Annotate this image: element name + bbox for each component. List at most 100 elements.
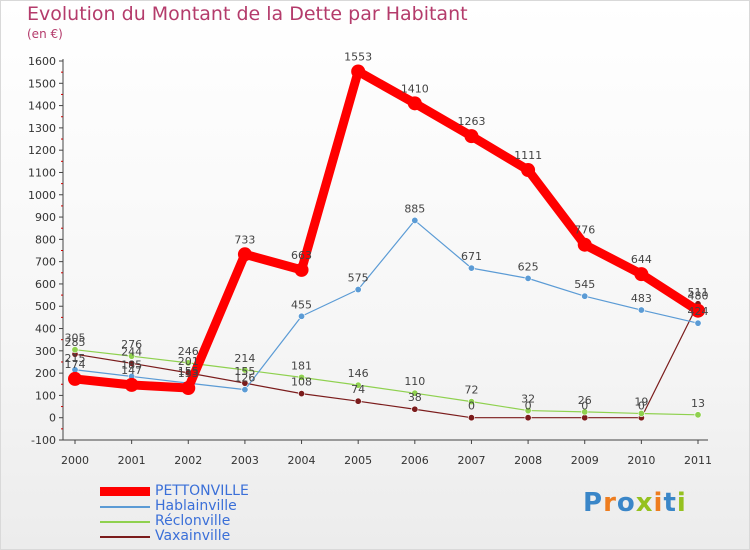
data-label: 644 xyxy=(631,253,652,266)
y-tick-label: 300 xyxy=(35,345,56,358)
x-tick-label: 2004 xyxy=(288,454,316,467)
data-label: 244 xyxy=(121,345,142,358)
logo-letter: r xyxy=(603,488,617,518)
data-label: 110 xyxy=(404,375,425,388)
y-tick-label: 1300 xyxy=(28,122,56,135)
data-point xyxy=(298,312,306,320)
legend-swatch xyxy=(100,487,150,496)
data-point xyxy=(521,163,536,178)
legend-label: Vaxainville xyxy=(155,528,231,544)
data-point xyxy=(467,264,475,272)
data-label: 1263 xyxy=(457,115,485,128)
data-label: 483 xyxy=(631,292,652,305)
data-point xyxy=(581,292,589,300)
data-point xyxy=(694,319,702,327)
y-tick-label: 1100 xyxy=(28,166,56,179)
data-point xyxy=(298,390,306,398)
data-label: 215 xyxy=(65,352,86,365)
data-label: 74 xyxy=(351,383,365,396)
data-label: 185 xyxy=(121,358,142,371)
data-label: 776 xyxy=(574,224,595,237)
data-point xyxy=(581,414,589,422)
legend-item: Vaxainville xyxy=(100,529,400,544)
data-label: 276 xyxy=(121,338,142,351)
data-point xyxy=(294,262,309,277)
logo-letter: P xyxy=(583,488,604,518)
x-tick-label: 2010 xyxy=(627,454,655,467)
data-label: 26 xyxy=(578,394,592,407)
proxiti-logo: Proxiti xyxy=(583,488,687,518)
logo-letter: i xyxy=(653,488,664,518)
data-label: 885 xyxy=(404,202,425,215)
y-tick-label: 1000 xyxy=(28,189,56,202)
data-label: 0 xyxy=(581,400,588,413)
series-line-vaxainville xyxy=(74,303,699,419)
y-tick-label: 400 xyxy=(35,323,56,336)
logo-letter: x xyxy=(635,488,654,518)
x-tick-label: 2001 xyxy=(118,454,146,467)
data-point xyxy=(128,359,136,367)
series-line-pettonville xyxy=(70,66,703,393)
data-label: 147 xyxy=(121,364,142,377)
data-label: 671 xyxy=(461,250,482,263)
data-label: 19 xyxy=(634,395,648,408)
legend-swatch xyxy=(100,506,150,508)
data-point xyxy=(694,411,702,419)
legend-swatch xyxy=(100,521,150,523)
y-tick-label: 1200 xyxy=(28,144,56,157)
x-tick-label: 2003 xyxy=(231,454,259,467)
data-label: 146 xyxy=(348,367,369,380)
legend-label: Réclonville xyxy=(155,513,231,529)
data-label: 108 xyxy=(291,376,312,389)
data-point xyxy=(237,247,252,262)
data-label: 214 xyxy=(234,352,255,365)
data-point xyxy=(124,377,139,392)
data-point xyxy=(577,237,592,252)
data-point xyxy=(354,397,362,405)
series-line-hablainville xyxy=(74,219,699,391)
y-tick-label: 1600 xyxy=(28,55,56,68)
x-tick-label: 2008 xyxy=(514,454,542,467)
legend-label: PETTONVILLE xyxy=(155,483,249,499)
data-label: 545 xyxy=(574,278,595,291)
x-tick-label: 2007 xyxy=(457,454,485,467)
data-label: 246 xyxy=(178,345,199,358)
chart-subtitle: (en €) xyxy=(27,27,63,41)
data-label: 72 xyxy=(464,384,478,397)
data-point xyxy=(524,407,532,415)
y-tick-label: -100 xyxy=(31,434,56,447)
y-tick-label: 600 xyxy=(35,278,56,291)
data-label: 733 xyxy=(234,233,255,246)
data-label: 174 xyxy=(65,358,86,371)
legend-label: Hablainville xyxy=(155,498,237,514)
y-tick-label: 100 xyxy=(35,389,56,402)
data-label: 13 xyxy=(691,397,705,410)
legend-item: PETTONVILLE xyxy=(100,484,400,499)
data-point xyxy=(581,408,589,416)
y-tick-label: 200 xyxy=(35,367,56,380)
logo-letter: t xyxy=(663,488,677,518)
x-tick-label: 2000 xyxy=(61,454,89,467)
data-point xyxy=(637,409,645,417)
data-label: 155 xyxy=(234,365,255,378)
y-tick-label: 1400 xyxy=(28,100,56,113)
data-label: 133 xyxy=(178,367,199,380)
x-tick-label: 2005 xyxy=(344,454,372,467)
data-point xyxy=(354,381,362,389)
data-point xyxy=(351,64,366,79)
legend-swatch xyxy=(100,536,150,538)
data-point xyxy=(637,306,645,314)
series-line-réclonville xyxy=(74,349,699,416)
chart-title: Evolution du Montant de la Dette par Hab… xyxy=(27,3,468,25)
y-tick-label: 500 xyxy=(35,300,56,313)
data-label: 0 xyxy=(468,400,475,413)
y-tick-label: 1500 xyxy=(28,77,56,90)
data-label: 1111 xyxy=(514,149,542,162)
data-label: 511 xyxy=(688,286,709,299)
data-point xyxy=(298,373,306,381)
data-point xyxy=(411,389,419,397)
data-point xyxy=(411,216,419,224)
data-point xyxy=(68,371,82,386)
data-point xyxy=(524,414,532,422)
